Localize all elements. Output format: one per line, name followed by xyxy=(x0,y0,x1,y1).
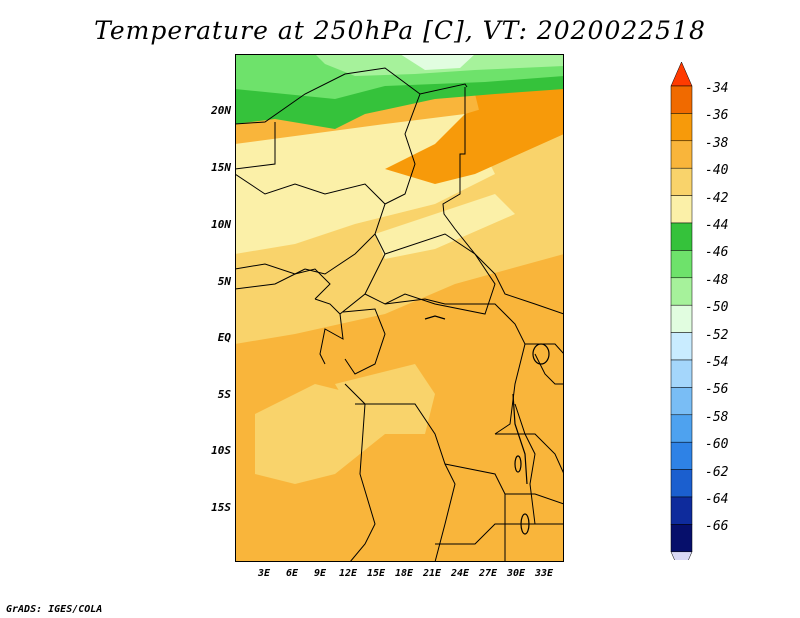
colorbar-label: -64 xyxy=(705,492,729,507)
lake-outlines xyxy=(424,315,550,535)
colorbar-swatch xyxy=(670,222,693,251)
colorbar-label: -36 xyxy=(705,108,729,123)
lat-label-5n: 5N xyxy=(217,275,231,288)
colorbar-label: -40 xyxy=(705,163,729,178)
colorbar-swatch xyxy=(670,469,693,498)
lat-label-15n: 15N xyxy=(211,161,231,174)
colorbar-label: -54 xyxy=(705,355,729,370)
lon-label-24e: 24E xyxy=(450,568,470,579)
lon-label-30e: 30E xyxy=(506,568,526,579)
colorbar xyxy=(670,61,693,560)
lon-label-12e: 12E xyxy=(338,568,358,579)
colorbar-swatch xyxy=(670,359,693,388)
colorbar-swatch xyxy=(670,304,693,333)
colorbar-swatch xyxy=(670,441,693,470)
lat-label-20n: 20N xyxy=(211,104,231,117)
colorbar-label: -44 xyxy=(705,218,729,233)
colorbar-swatch xyxy=(670,195,693,224)
temperature-band-minus40-center xyxy=(335,364,435,434)
lat-label-15s: 15S xyxy=(211,501,231,514)
map-frame xyxy=(235,54,564,562)
colorbar-label: -48 xyxy=(705,273,729,288)
colorbar-top-arrow xyxy=(670,61,693,87)
lon-label-3e: 3E xyxy=(257,568,271,579)
lon-label-9e: 9E xyxy=(313,568,327,579)
colorbar-label: -42 xyxy=(705,191,729,206)
colorbar-label: -58 xyxy=(705,410,729,425)
colorbar-label: -66 xyxy=(705,519,729,534)
colorbar-label: -34 xyxy=(705,81,729,96)
colorbar-label: -52 xyxy=(705,328,729,343)
lat-label-10s: 10S xyxy=(211,444,231,457)
map-panel xyxy=(231,54,565,563)
colorbar-bottom-arrow xyxy=(670,551,693,560)
colorbar-swatch xyxy=(670,85,693,114)
colorbar-swatch xyxy=(670,387,693,416)
colorbar-label: -62 xyxy=(705,465,729,480)
colorbar-swatch xyxy=(670,414,693,443)
lon-label-21e: 21E xyxy=(422,568,442,579)
map-title: Temperature at 250hPa [C], VT: 202002251… xyxy=(94,16,706,45)
grads-credit: GrADS: IGES/COLA xyxy=(6,604,103,615)
lon-label-27e: 27E xyxy=(478,568,498,579)
lon-label-6e: 6E xyxy=(285,568,299,579)
colorbar-swatch xyxy=(670,250,693,279)
colorbar-swatch xyxy=(670,524,693,553)
colorbar-label: -56 xyxy=(705,382,729,397)
colorbar-swatch xyxy=(670,113,693,142)
lon-label-33e: 33E xyxy=(534,568,554,579)
lon-label-18e: 18E xyxy=(394,568,414,579)
temperature-map xyxy=(231,54,565,563)
temperature-band-minus36-north xyxy=(475,84,564,134)
colorbar-label: -60 xyxy=(705,437,729,452)
colorbar-swatch xyxy=(670,277,693,306)
colorbar-swatch xyxy=(670,496,693,525)
colorbar-swatch xyxy=(670,332,693,361)
lat-label-5s: 5S xyxy=(217,388,231,401)
temperature-band-minus42-east xyxy=(375,194,515,259)
colorbar-label: -38 xyxy=(705,136,729,151)
colorbar-label: -50 xyxy=(705,300,729,315)
colorbar-label: -46 xyxy=(705,245,729,260)
temperature-band-minus50 xyxy=(400,54,475,70)
lon-label-15e: 15E xyxy=(366,568,386,579)
lat-label-10n: 10N xyxy=(211,218,231,231)
colorbar-swatch xyxy=(670,167,693,196)
colorbar-swatch xyxy=(670,140,693,169)
lat-label-eq: EQ xyxy=(217,331,231,344)
